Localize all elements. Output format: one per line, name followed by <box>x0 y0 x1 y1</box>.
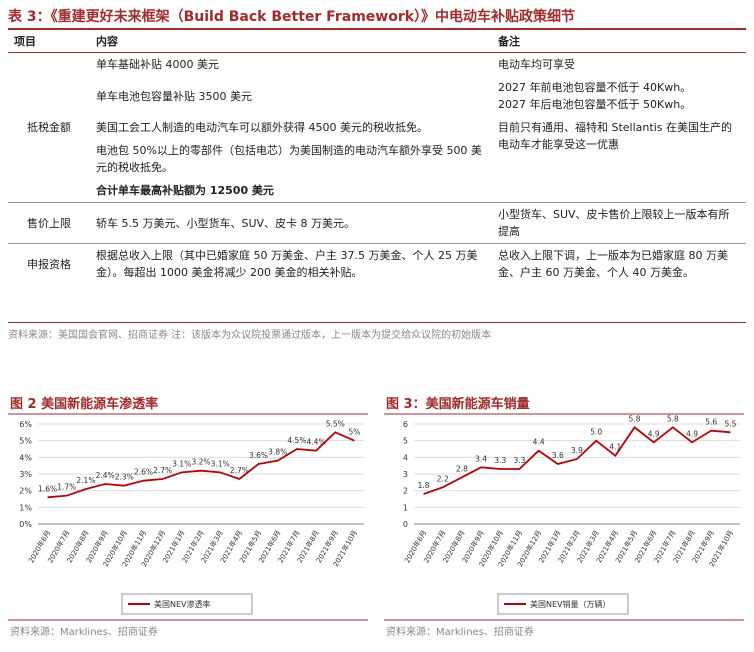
y-tick-label: 0% <box>19 520 32 529</box>
item: 售价上限 <box>8 202 90 244</box>
data-label: 3.1% <box>172 459 191 468</box>
data-label: 3.1% <box>211 459 230 468</box>
note: 总收入上限下调，上一版本为已婚家庭 80 万美金、户主 60 万美金、个人 40… <box>492 243 746 284</box>
note: 电动车均可享受 <box>498 58 575 71</box>
legend-label: 美国NEV渗透率 <box>154 599 211 609</box>
data-label: 4.4% <box>307 438 326 447</box>
data-label: 5.8 <box>629 414 641 423</box>
chart-source: 资料来源：Marklines、招商证券 <box>386 625 534 638</box>
data-label: 5.6 <box>705 418 717 427</box>
data-label: 1.8 <box>418 481 430 490</box>
legend-box <box>497 593 629 615</box>
policy-table: 项目 内容 备注 抵税金额 单车基础补贴 4000 美元 电动车均可享受 单车电池包容量… <box>8 28 746 284</box>
data-label: 2.6% <box>134 468 153 477</box>
data-label: 3.4 <box>475 454 487 463</box>
y-tick-label: 3 <box>403 470 408 479</box>
y-tick-label: 2% <box>19 487 32 496</box>
data-label: 2.1% <box>76 476 95 485</box>
data-label: 3.9 <box>571 446 583 455</box>
header: 内容 <box>90 28 492 53</box>
data-label: 4.9 <box>686 429 698 438</box>
data-label: 3.2% <box>191 458 210 467</box>
note: 2027 年前电池包容量不低于 40Kwh。 2027 年后电池包容量不低于 5… <box>498 81 692 111</box>
content: 单车基础补贴 4000 美元 <box>96 58 219 71</box>
data-label: 4.1 <box>609 443 621 452</box>
data-label: 4.9 <box>648 429 660 438</box>
table-title: 表 3：《重建更好未来框架（Build Back Better Framewor… <box>8 9 576 25</box>
content: 根据总收入上限（其中已婚家庭 50 万美金、户主 37.5 万美金、个人 25 … <box>90 243 492 284</box>
note: 小型货车、SUV、皮卡售价上限较上一版本有所提高 <box>492 202 746 244</box>
data-label: 2.4% <box>96 471 115 480</box>
data-label: 2.7% <box>153 466 172 475</box>
y-tick-label: 3% <box>19 470 32 479</box>
data-label: 1.7% <box>57 483 76 492</box>
data-label: 3.6 <box>552 451 564 460</box>
data-label: 4.5% <box>287 436 306 445</box>
data-label: 5.8 <box>667 414 679 423</box>
data-label: 3.6% <box>249 451 268 460</box>
chart-title: 图 2 美国新能源车渗透率 <box>10 396 158 412</box>
y-tick-label: 6 <box>403 420 408 429</box>
legend-box <box>121 593 253 615</box>
item: 申报资格 <box>8 243 90 284</box>
y-tick-label: 1% <box>19 503 32 512</box>
data-label: 3.8% <box>268 448 287 457</box>
data-label: 5.0 <box>590 428 602 437</box>
data-label: 2.8 <box>456 464 468 473</box>
data-label: 4.4 <box>533 438 545 447</box>
data-label: 5% <box>348 428 360 437</box>
data-label: 5.5 <box>724 419 736 428</box>
y-tick-label: 1 <box>403 503 408 512</box>
y-tick-label: 5% <box>19 437 32 446</box>
content: 美国工会工人制造的电动汽车可以额外获得 4500 美元的税收抵免。 <box>96 121 428 134</box>
content: 单车电池包容量补贴 3500 美元 <box>96 89 252 103</box>
data-label: 3.3 <box>494 456 506 465</box>
y-tick-label: 5 <box>403 437 408 446</box>
y-tick-label: 4% <box>19 453 32 462</box>
chart: 图 2 美国新能源车渗透率0%1%2%3%4%5%6%2020年6月2020年7… <box>8 396 368 638</box>
data-label: 2.7% <box>230 466 249 475</box>
data-label: 2.3% <box>115 473 134 482</box>
content: 轿车 5.5 万美元、小型货车、SUV、皮卡 8 万美元。 <box>90 202 492 244</box>
chart-title: 图 3：美国新能源车销量 <box>386 396 530 412</box>
line <box>423 426 731 495</box>
content: 电池包 50%以上的零部件（包括电芯）为美国制造的电动汽车额外享受 500 美元… <box>96 144 482 174</box>
header: 备注 <box>492 28 746 53</box>
y-tick-label: 4 <box>403 453 408 462</box>
item: 抵税金额 <box>27 121 71 134</box>
data-label: 5.5% <box>326 419 345 428</box>
data-label: 1.6% <box>38 484 57 493</box>
note: 目前只有通用、福特和 Stellantis 在美国生产的电动车才能享受这一优惠 <box>498 121 732 151</box>
data-label: 2.2 <box>437 474 449 483</box>
chart: 图 3：美国新能源车销量01234562020年6月2020年7月2020年8月… <box>384 396 744 638</box>
y-tick-label: 0 <box>403 520 408 529</box>
table-source: 资料来源：美国国会官网、招商证券 注：该版本为众议院投票通过版本，上一版本为提交… <box>8 322 746 341</box>
y-tick-label: 2 <box>403 487 408 496</box>
chart-source: 资料来源：Marklines、招商证券 <box>10 625 158 638</box>
line <box>47 431 355 499</box>
header: 项目 <box>8 28 90 53</box>
legend-label: 美国NEV销量（万辆） <box>530 599 611 609</box>
y-tick-label: 6% <box>19 420 32 429</box>
data-label: 3.3 <box>514 456 526 465</box>
content: 合计单车最高补贴额为 12500 美元 <box>96 184 274 197</box>
